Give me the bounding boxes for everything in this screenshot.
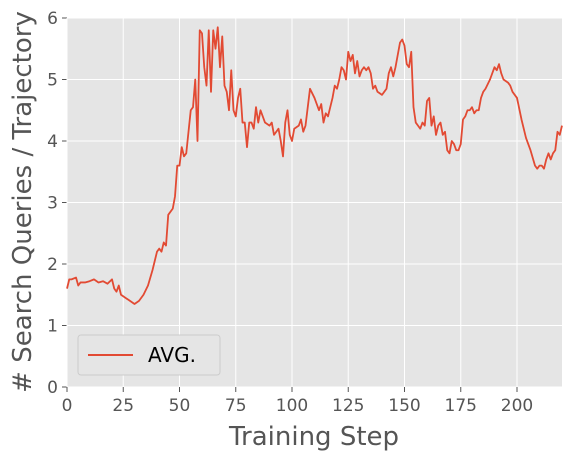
- legend-box: [77, 334, 221, 376]
- x-tick-label: 125: [332, 396, 364, 416]
- x-tick-label: 50: [169, 396, 191, 416]
- x-tick-label: 0: [62, 396, 73, 416]
- x-tick-label: 150: [388, 396, 420, 416]
- x-tick-label: 200: [501, 396, 533, 416]
- y-axis-label: # Search Queries / Trajectory: [8, 11, 38, 393]
- x-tick-label: 175: [445, 396, 477, 416]
- legend-label: AVG.: [148, 343, 196, 367]
- x-axis-label: Training Step: [228, 422, 399, 452]
- x-tick-label: 100: [276, 396, 308, 416]
- data-line: [66, 26, 563, 305]
- y-tick-label: 5: [47, 71, 58, 91]
- x-tick-label: 25: [112, 396, 134, 416]
- y-tick-label: 1: [47, 317, 58, 337]
- y-tick-label: 3: [47, 194, 58, 214]
- y-tick-label: 0: [47, 378, 58, 398]
- x-tick-label: 75: [225, 396, 247, 416]
- y-tick-label: 4: [47, 132, 58, 152]
- y-tick-label: 6: [47, 9, 58, 29]
- y-tick-label: 2: [47, 255, 58, 275]
